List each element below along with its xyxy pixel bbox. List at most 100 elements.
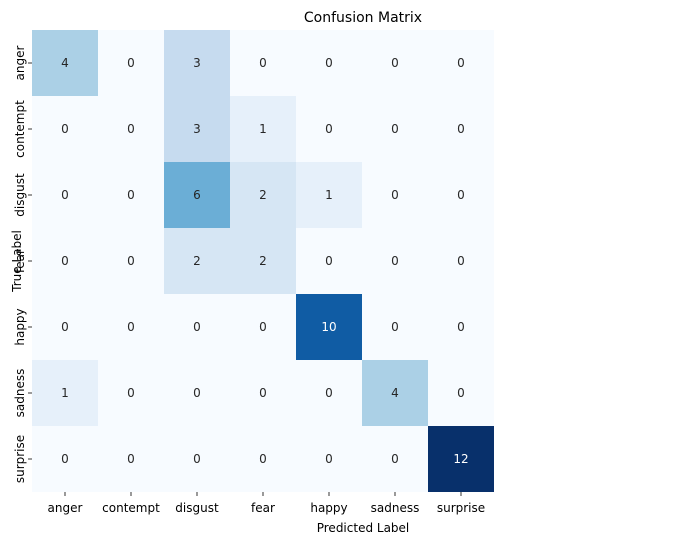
heatmap-cell xyxy=(164,426,230,492)
cell-value-label: 0 xyxy=(325,56,333,70)
heatmap-cell xyxy=(32,228,98,294)
cell-value-label: 1 xyxy=(61,386,69,400)
x-axis-ticks: anger contempt disgust fear happy sadness surp… xyxy=(48,492,485,515)
heatmap-cells xyxy=(32,30,494,492)
y-tick-label: fear xyxy=(13,249,27,273)
heatmap-cell xyxy=(428,426,494,492)
cell-value-label: 4 xyxy=(391,386,399,400)
y-tick-label: anger xyxy=(13,45,27,80)
cell-value-label: 0 xyxy=(61,452,69,466)
x-axis-label: Predicted Label xyxy=(317,521,410,535)
cell-value-label: 0 xyxy=(61,122,69,136)
heatmap-cell xyxy=(164,162,230,228)
x-tick-label: disgust xyxy=(175,501,219,515)
heatmap-cell xyxy=(230,426,296,492)
cell-value-label: 0 xyxy=(61,320,69,334)
x-tick-label: anger xyxy=(48,501,83,515)
cell-value-label: 0 xyxy=(457,122,465,136)
cell-value-label: 10 xyxy=(321,320,336,334)
heatmap-cell xyxy=(98,96,164,162)
heatmap-cell xyxy=(98,30,164,96)
cell-value-label: 0 xyxy=(259,452,267,466)
heatmap-cell xyxy=(98,426,164,492)
cell-value-label: 0 xyxy=(127,320,135,334)
heatmap-cell xyxy=(362,426,428,492)
cell-value-label: 0 xyxy=(61,188,69,202)
heatmap-cell xyxy=(428,360,494,426)
cell-value-label: 0 xyxy=(193,320,201,334)
heatmap-cell xyxy=(362,360,428,426)
cell-value-label: 0 xyxy=(457,320,465,334)
cell-value-label: 12 xyxy=(453,452,468,466)
heatmap-cell xyxy=(428,162,494,228)
heatmap-cell xyxy=(296,162,362,228)
cell-value-label: 0 xyxy=(127,386,135,400)
heatmap-cell xyxy=(296,96,362,162)
cell-value-label: 0 xyxy=(325,386,333,400)
heatmap-cell xyxy=(98,294,164,360)
heatmap-cell xyxy=(32,162,98,228)
cell-value-label: 0 xyxy=(325,452,333,466)
cell-value-label: 0 xyxy=(457,188,465,202)
cell-value-label: 0 xyxy=(259,56,267,70)
cell-value-label: 0 xyxy=(391,56,399,70)
heatmap-cell xyxy=(428,30,494,96)
cell-value-label: 0 xyxy=(457,254,465,268)
heatmap-cell xyxy=(98,162,164,228)
x-tick-label: happy xyxy=(310,501,347,515)
cell-value-label: 0 xyxy=(61,254,69,268)
heatmap-cell xyxy=(164,30,230,96)
heatmap-cell xyxy=(362,294,428,360)
y-tick-label: sadness xyxy=(13,369,27,418)
heatmap-cell xyxy=(362,228,428,294)
cell-value-label: 1 xyxy=(259,122,267,136)
cell-value-label: 0 xyxy=(193,452,201,466)
y-tick-label: contempt xyxy=(13,100,27,158)
cell-value-label: 3 xyxy=(193,56,201,70)
cell-value-label: 0 xyxy=(127,122,135,136)
cell-value-label: 0 xyxy=(127,56,135,70)
heatmap-cell xyxy=(164,360,230,426)
cell-value-label: 2 xyxy=(259,188,267,202)
cell-value-label: 0 xyxy=(127,254,135,268)
y-axis-label: True Label xyxy=(10,230,24,293)
heatmap-cell xyxy=(32,30,98,96)
heatmap-cell xyxy=(230,228,296,294)
heatmap-cell xyxy=(428,294,494,360)
cell-value-label: 2 xyxy=(193,254,201,268)
heatmap-cell xyxy=(32,426,98,492)
x-tick-label: sadness xyxy=(371,501,420,515)
cell-value-label: 0 xyxy=(259,320,267,334)
x-tick-label: fear xyxy=(251,501,275,515)
heatmap-cell xyxy=(32,294,98,360)
heatmap-cell xyxy=(230,162,296,228)
cell-value-label: 0 xyxy=(325,122,333,136)
heatmap-cell xyxy=(296,360,362,426)
heatmap-cell xyxy=(32,96,98,162)
cell-value-label: 0 xyxy=(127,188,135,202)
cell-value-label: 1 xyxy=(325,188,333,202)
heatmap-cell xyxy=(296,228,362,294)
cell-value-label: 0 xyxy=(127,452,135,466)
cell-value-label: 0 xyxy=(391,254,399,268)
y-tick-label: disgust xyxy=(13,173,27,217)
cell-value-label: 0 xyxy=(325,254,333,268)
heatmap-cell xyxy=(230,360,296,426)
cell-value-label: 0 xyxy=(193,386,201,400)
heatmap-cell xyxy=(362,96,428,162)
heatmap-cell xyxy=(362,30,428,96)
cell-value-label: 6 xyxy=(193,188,201,202)
cell-value-label: 0 xyxy=(391,320,399,334)
cell-value-label: 4 xyxy=(61,56,69,70)
heatmap-cell xyxy=(428,96,494,162)
x-tick-label: surprise xyxy=(437,501,485,515)
heatmap-cell-labels: 4 0 3 0 0 0 00 0 3 1 0 0 00 0 6 2 1 0 00 0 2 2 0 0 00 0 0 0 10 0 01 0 0 0… xyxy=(61,56,468,466)
heatmap-cell xyxy=(32,360,98,426)
x-tick-label: contempt xyxy=(102,501,160,515)
heatmap-cell xyxy=(296,294,362,360)
cell-value-label: 0 xyxy=(391,188,399,202)
chart-title: Confusion Matrix xyxy=(304,10,422,26)
heatmap-cell xyxy=(98,360,164,426)
cell-value-label: 0 xyxy=(391,452,399,466)
